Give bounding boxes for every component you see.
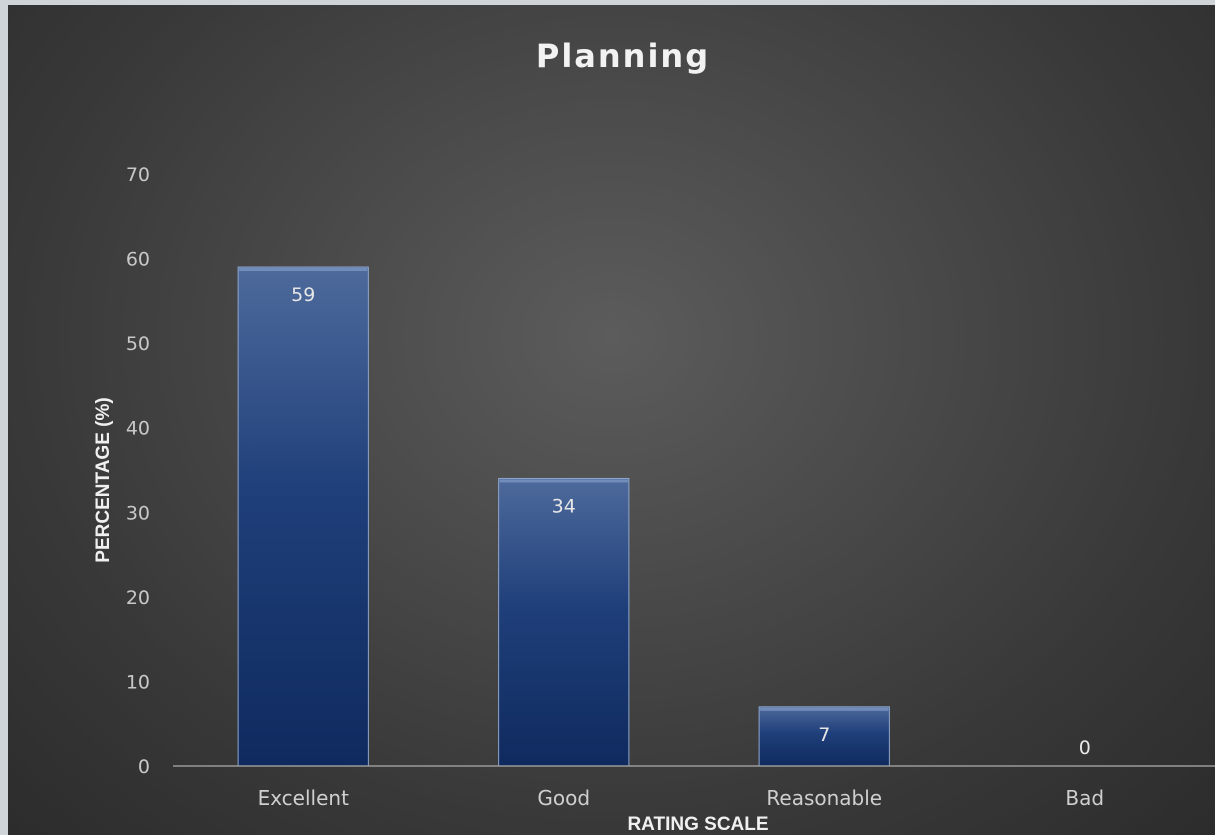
x-category-label: Reasonable [766,786,882,810]
x-axis-title: RATING SCALE [627,814,768,835]
y-tick-label: 70 [126,164,150,186]
y-tick-label: 0 [138,756,150,778]
bar-good [498,477,630,767]
bar-excellent [237,266,369,767]
y-tick-label: 30 [126,502,150,524]
y-axis-title: PERCENTAGE (%) [93,397,114,562]
data-label-excellent: 59 [291,284,315,306]
y-tick-label: 10 [126,671,150,693]
y-axis-ticks: 0 10 20 30 40 50 60 70 [126,164,150,778]
y-tick-label: 50 [126,333,150,355]
bars: 59 34 7 0 [237,266,1091,767]
bar-highlight [499,479,628,483]
y-tick-label: 60 [126,249,150,271]
bar-reasonable [758,706,890,767]
y-tick-label: 40 [126,418,150,440]
data-label-reasonable: 7 [818,724,830,746]
x-category-label: Excellent [258,786,350,810]
data-label-good: 34 [552,495,576,517]
chart-frame: Planning 0 10 20 30 40 50 60 70 59 34 7 0 Excellen… [8,5,1215,835]
bar-highlight [760,707,889,711]
y-tick-label: 20 [126,587,150,609]
chart-title: Planning [536,37,710,75]
data-label-bad: 0 [1079,737,1091,759]
bar-highlight [239,268,368,272]
x-axis-categories: Excellent Good Reasonable Bad [258,786,1105,810]
x-category-label: Good [537,786,590,810]
x-category-label: Bad [1065,786,1104,810]
